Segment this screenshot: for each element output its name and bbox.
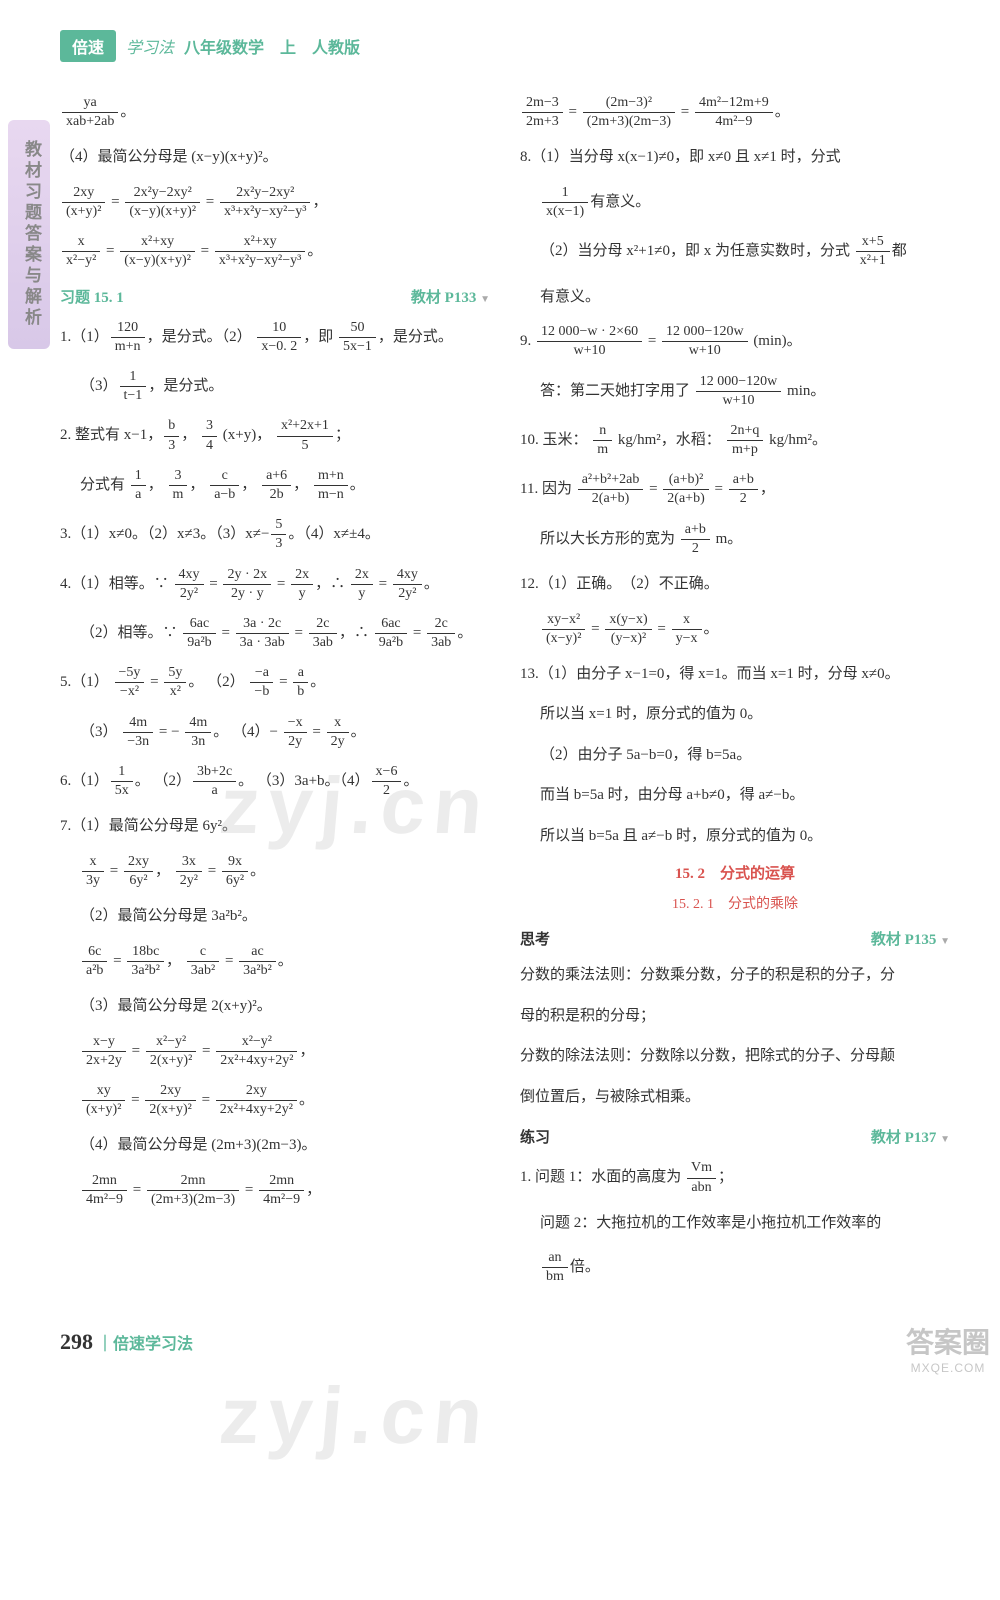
q7c-t: （3）最简公分母是 2(x+y)²。 [60,992,490,1021]
corner-badge: 答案圈 MXQE.COM [906,1321,990,1375]
text-line: （4）最简公分母是 (x−y)(x+y)²。 [60,143,490,172]
q9: 9. 12 000−w · 2×60w+10 = 12 000−120ww+10… [520,323,950,360]
q7: 7.（1）最简公分母是 6y²。 [60,812,490,841]
q13b2: 而当 b=5a 时，由分母 a+b≠0，得 a≠−b。 [520,781,950,810]
expr: yaxab+2ab。 [60,94,490,131]
q3: 3.（1）x≠0。（2）x≠3。（3）x≠−53。（4）x≠±4。 [60,516,490,553]
expr: 2xy(x+y)² = 2x²y−2xy²(x−y)(x+y)² = 2x²y−… [60,184,490,221]
p2: 问题 2：大拖拉机的工作效率是小拖拉机工作效率的 [520,1209,950,1238]
q7d: 2mn4m²−9 = 2mn(2m+3)(2m−3) = 2mn4m²−9， [60,1172,490,1209]
header-title: 八年级数学 上 人教版 [184,34,360,58]
brand-subtitle: 学习法 [126,34,174,58]
q5b: （3） 4m−3n = − 4m3n。 （4）− −x2y = x2y。 [60,714,490,751]
think-t1: 分数的乘法法则：分数乘分数，分子的积是积的分子，分 [520,961,950,990]
expr: xx²−y² = x²+xy(x−y)(x+y)² = x²+xyx³+x²y−… [60,233,490,270]
q7c2: xy(x+y)² = 2xy2(x+y)² = 2xy2x²+4xy+2y²。 [60,1082,490,1119]
q12e: xy−x²(x−y)² = x(y−x)(y−x)² = xy−x。 [520,611,950,648]
q7d-t: （4）最简公分母是 (2m+3)(2m−3)。 [60,1131,490,1160]
q7c1: x−y2x+2y = x²−y²2(x+y)² = x²−y²2x²+4xy+2… [60,1033,490,1070]
section-heading-red: 15. 2 分式的运算 [520,862,950,883]
q7a: x3y = 2xy6y²， 3x2y² = 9x6y²。 [60,853,490,890]
subsection-heading-red: 15. 2. 1 分式的乘除 [520,893,950,913]
brand-badge: 倍速 [60,30,116,62]
right-column: 2m−32m+3 = (2m−3)²(2m+3)(2m−3) = 4m²−12m… [520,82,950,1299]
q2: 2. 整式有 x−1，b3， 34 (x+y)， x²+2x+15； [60,417,490,454]
q13a: 13.（1）由分子 x−1=0，得 x=1。而当 x=1 时，分母 x≠0。 [520,660,950,689]
page-footer: 298 ｜倍速学习法 [60,1329,950,1355]
q8a2: 1x(x−1)有意义。 [520,184,950,221]
q1: 1.（1）120m+n，是分式。（2） 10x−0. 2，即 505x−1，是分… [60,319,490,356]
p2f: anbm倍。 [520,1249,950,1286]
q9ans: 答：第二天她打字用了 12 000−120ww+10 min。 [520,373,950,410]
q8a: 8.（1）当分母 x(x−1)≠0，即 x≠0 且 x≠1 时，分式 [520,143,950,172]
p1: 1. 问题 1：水面的高度为 Vmabn； [520,1159,950,1196]
section-heading: 习题 15. 1 教材 P133 ▼ [60,286,490,307]
practice-heading: 练习 教材 P137 ▼ [520,1126,950,1147]
q13b: （2）由分子 5a−b=0，得 b=5a。 [520,741,950,770]
page-header: 倍速 学习法 八年级数学 上 人教版 [60,30,950,62]
content-columns: yaxab+2ab。 （4）最简公分母是 (x−y)(x+y)²。 2xy(x+… [60,82,950,1299]
think-t2: 母的积是积的分母； [520,1002,950,1031]
q7b-t: （2）最简公分母是 3a²b²。 [60,902,490,931]
q13b3: 所以当 b=5a 且 a≠−b 时，原分式的值为 0。 [520,822,950,851]
r1: 2m−32m+3 = (2m−3)²(2m+3)(2m−3) = 4m²−12m… [520,94,950,131]
q2b: 分式有 1a， 3m， ca−b， a+62b， m+nm−n。 [60,467,490,504]
q5a: 5.（1） −5y−x² = 5yx²。 （2） −a−b = ab。 [60,664,490,701]
q6: 6.（1）15x。 （2）3b+2ca。 （3）3a+b。（4）x−62。 [60,763,490,800]
q11t: 所以大长方形的宽为 a+b2 m。 [520,521,950,558]
left-column: yaxab+2ab。 （4）最简公分母是 (x−y)(x+y)²。 2xy(x+… [60,82,490,1299]
q8b2: 有意义。 [520,283,950,312]
think-t4: 倒位置后，与被除式相乘。 [520,1083,950,1112]
q13a2: 所以当 x=1 时，原分式的值为 0。 [520,700,950,729]
q8b: （2）当分母 x²+1≠0，即 x 为任意实数时，分式 x+5x²+1都 [520,233,950,270]
q4a: 4.（1）相等。∵ 4xy2y² = 2y · 2x2y · y = 2xy，∴… [60,566,490,603]
q4b: （2）相等。∵ 6ac9a²b = 3a · 2c3a · 3ab = 2c3a… [60,615,490,652]
q10: 10. 玉米： nm kg/hm²，水稻： 2n+qm+p kg/hm²。 [520,422,950,459]
q11: 11. 因为 a²+b²+2ab2(a+b) = (a+b)²2(a+b) = … [520,471,950,508]
side-tab: 教材习题答案与解析 [8,120,50,349]
q7b: 6ca²b = 18bc3a²b²， c3ab² = ac3a²b²。 [60,943,490,980]
think-heading: 思考 教材 P135 ▼ [520,928,950,949]
q1-3: （3）1t−1，是分式。 [60,368,490,405]
watermark: zyj.cn [216,1370,494,1462]
think-t3: 分数的除法法则：分数除以分数，把除式的分子、分母颠 [520,1042,950,1071]
q12: 12.（1）正确。 （2）不正确。 [520,570,950,599]
